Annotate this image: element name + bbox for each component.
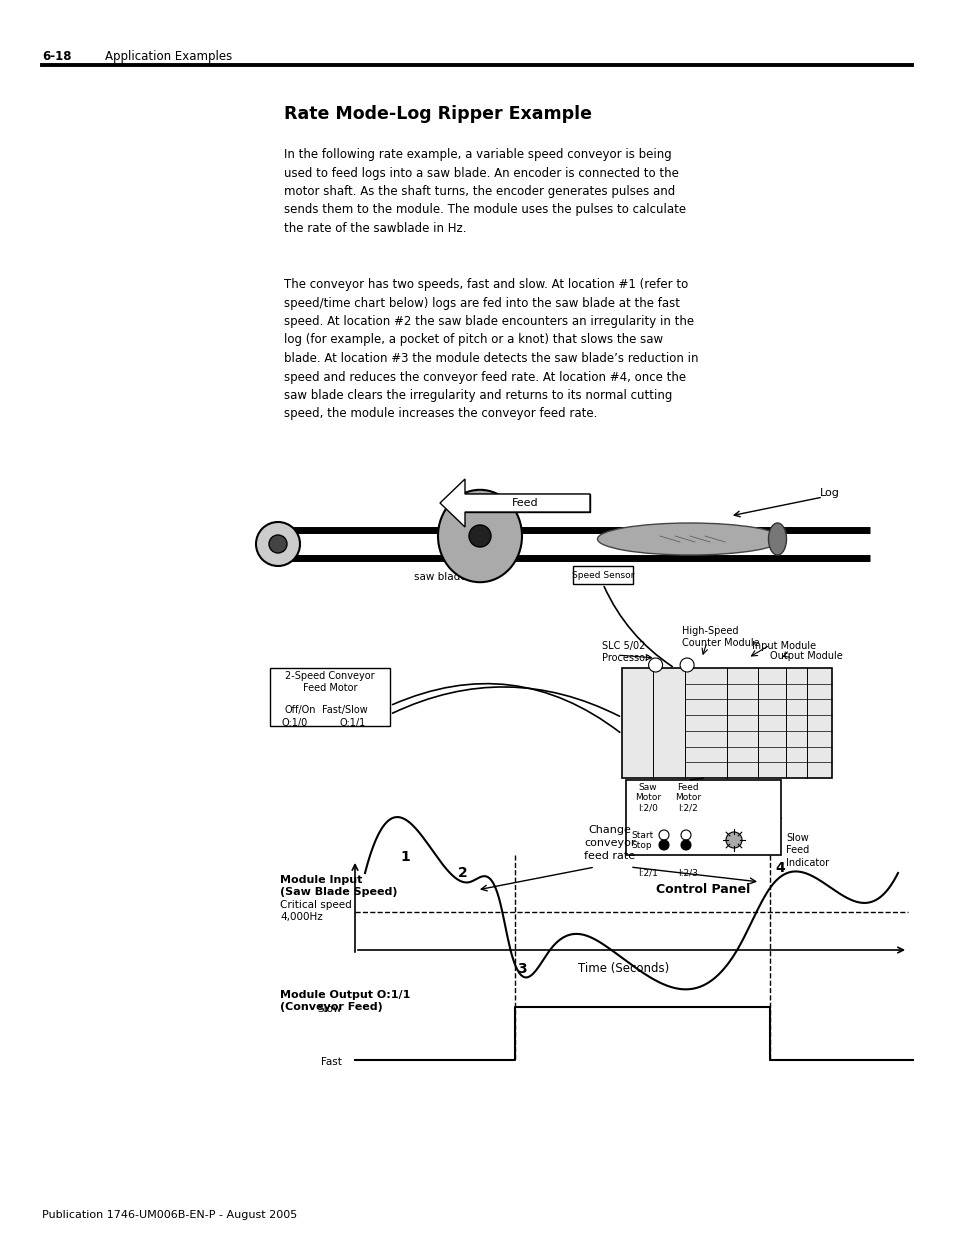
Circle shape xyxy=(659,840,668,850)
Bar xyxy=(270,668,390,726)
Text: Change
conveyor
feed rate: Change conveyor feed rate xyxy=(583,825,635,861)
Text: Feed: Feed xyxy=(511,498,537,508)
Bar xyxy=(621,668,831,778)
Text: saw blade: saw blade xyxy=(414,572,466,582)
Text: Module Output O:1/1
(Conveyor Feed): Module Output O:1/1 (Conveyor Feed) xyxy=(280,990,410,1013)
Text: Time (Seconds): Time (Seconds) xyxy=(578,962,669,974)
Text: Speed Sensor: Speed Sensor xyxy=(571,571,634,579)
Circle shape xyxy=(469,525,491,547)
Text: O:1/1: O:1/1 xyxy=(339,718,366,727)
Text: Slow: Slow xyxy=(317,1004,341,1014)
Text: Application Examples: Application Examples xyxy=(105,49,232,63)
Text: Critical speed
4,000Hz: Critical speed 4,000Hz xyxy=(280,900,352,923)
Text: SLC 5/02
Processor: SLC 5/02 Processor xyxy=(601,641,648,663)
Circle shape xyxy=(659,830,668,840)
Text: Feed
Motor
I:2/2: Feed Motor I:2/2 xyxy=(674,783,700,813)
Text: Off/On: Off/On xyxy=(285,705,316,715)
Text: 4: 4 xyxy=(774,861,784,876)
Text: Fast: Fast xyxy=(321,1057,341,1067)
Bar xyxy=(459,494,589,513)
Text: In the following rate example, a variable speed conveyor is being
used to feed l: In the following rate example, a variabl… xyxy=(284,148,685,235)
Text: 1: 1 xyxy=(399,850,410,864)
Text: Input Module: Input Module xyxy=(751,641,815,651)
Text: 2-Speed Conveyor
Feed Motor: 2-Speed Conveyor Feed Motor xyxy=(285,671,375,693)
Polygon shape xyxy=(439,479,589,527)
Bar xyxy=(625,781,781,855)
Text: Rate Mode-Log Ripper Example: Rate Mode-Log Ripper Example xyxy=(284,105,592,124)
Circle shape xyxy=(679,658,694,672)
Text: Start: Start xyxy=(630,830,653,840)
Text: Fast/Slow: Fast/Slow xyxy=(322,705,368,715)
Text: Module Input
(Saw Blade Speed): Module Input (Saw Blade Speed) xyxy=(280,876,397,898)
Text: Log: Log xyxy=(820,488,839,498)
Text: Stop: Stop xyxy=(630,841,651,850)
Text: Slow
Feed
Indicator: Slow Feed Indicator xyxy=(785,832,828,868)
Ellipse shape xyxy=(437,490,521,582)
Text: 2: 2 xyxy=(457,866,467,881)
Text: Saw
Motor
I:2/0: Saw Motor I:2/0 xyxy=(635,783,660,813)
Text: Control Panel: Control Panel xyxy=(656,883,750,897)
Circle shape xyxy=(648,658,662,672)
Text: O:1/0: O:1/0 xyxy=(282,718,308,727)
Text: 6-18: 6-18 xyxy=(42,49,71,63)
Circle shape xyxy=(269,535,287,553)
Circle shape xyxy=(725,832,741,848)
Text: High-Speed
Counter Module: High-Speed Counter Module xyxy=(681,626,759,648)
Text: I:2/3: I:2/3 xyxy=(678,868,698,877)
Text: Output Module: Output Module xyxy=(769,651,841,661)
Text: 3: 3 xyxy=(517,962,526,976)
Bar xyxy=(573,566,633,584)
Ellipse shape xyxy=(768,522,785,555)
Text: Publication 1746-UM006B-EN-P - August 2005: Publication 1746-UM006B-EN-P - August 20… xyxy=(42,1210,297,1220)
Text: I:2/1: I:2/1 xyxy=(638,868,658,877)
Circle shape xyxy=(680,830,690,840)
Circle shape xyxy=(680,840,690,850)
Circle shape xyxy=(255,522,299,566)
Text: The conveyor has two speeds, fast and slow. At location #1 (refer to
speed/time : The conveyor has two speeds, fast and sl… xyxy=(284,278,698,420)
Ellipse shape xyxy=(597,522,781,555)
